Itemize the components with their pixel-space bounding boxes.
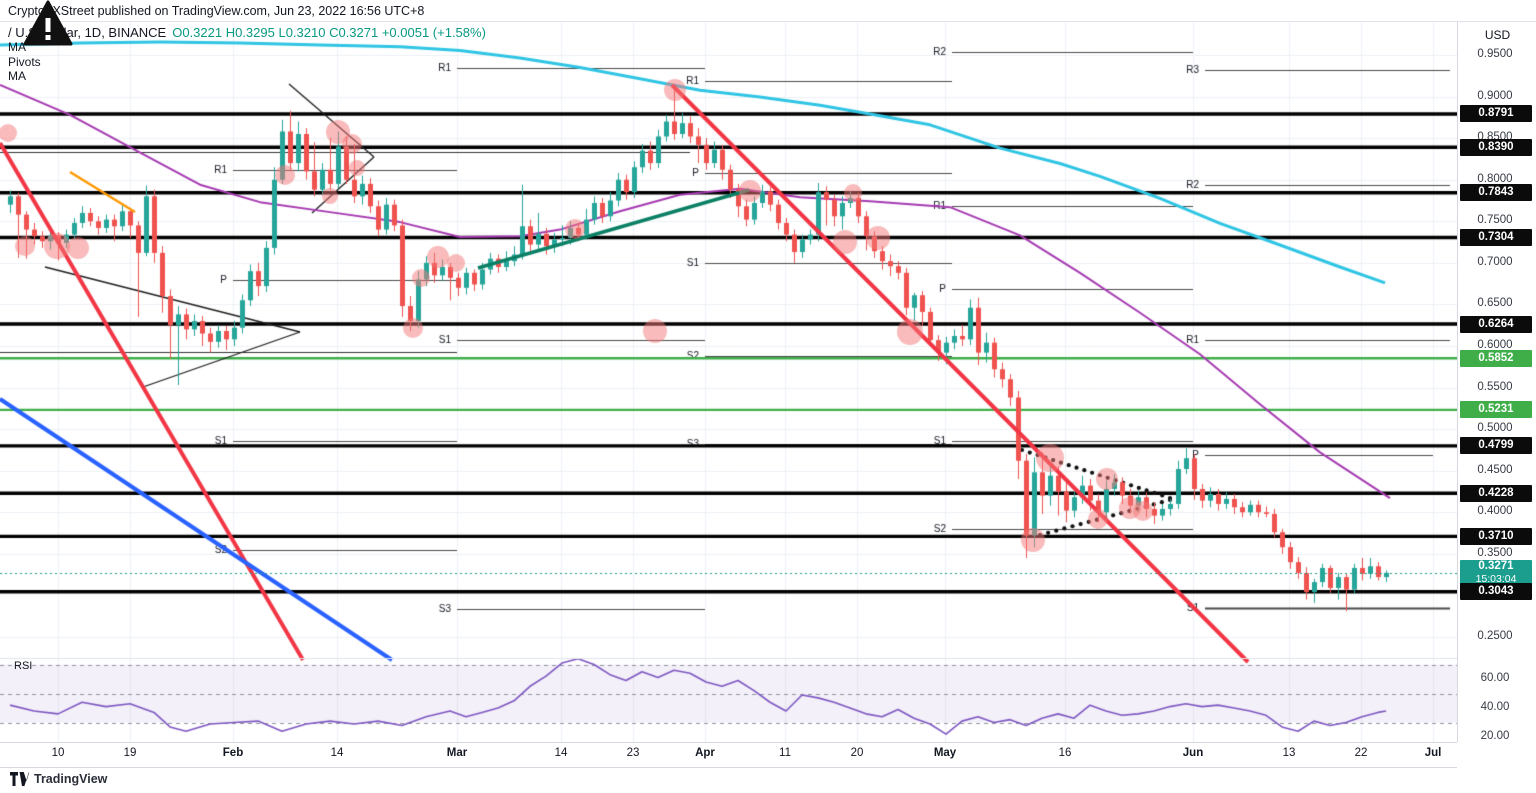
price-scale-unit: USD [1484, 28, 1511, 42]
time-axis-label: 10 [51, 747, 65, 759]
price-level-badge: 0.4799 [1460, 437, 1532, 455]
time-axis-label: Jun [1182, 747, 1204, 759]
indicator-ma-2[interactable]: MA [8, 69, 26, 83]
time-axis[interactable]: 10 19 Feb 14 Mar 14 23 Apr 11 20 May 16 Jun 13 22 Jul [0, 742, 1457, 768]
price-tick: 0.6500 [1477, 297, 1513, 310]
rsi-scale-tick: 60.00 [1480, 672, 1510, 685]
tradingview-logo[interactable]: TradingView [10, 770, 107, 788]
price-tick: 0.5500 [1477, 380, 1513, 393]
rsi-pane-label[interactable]: RSI [14, 660, 33, 672]
time-axis-label: Mar [446, 747, 468, 759]
time-axis-label: Jul [1424, 747, 1442, 759]
price-scale[interactable]: USD 0.9500 0.9000 0.8500 0.8000 0.7500 0.7000… [1457, 22, 1536, 742]
price-level-badge: 0.7843 [1460, 184, 1532, 202]
price-level-badge: 0.5231 [1460, 401, 1532, 419]
chart-legend: / U.S. Dollar, 1D, BINANCE O0.3221 H0.329… [8, 25, 486, 84]
time-axis-label: 19 [123, 747, 137, 759]
price-level-badge: 0.5852 [1460, 349, 1532, 367]
time-axis-label: 14 [330, 747, 344, 759]
attribution-text: CryptoFXStreet published on TradingView.… [8, 4, 425, 18]
time-axis-label: 11 [779, 747, 791, 759]
price-tick: 0.2500 [1477, 629, 1513, 642]
price-level-badge: 0.4228 [1460, 484, 1532, 502]
attribution-bar: CryptoFXStreet published on TradingView.… [0, 0, 1536, 22]
time-axis-label: Feb [222, 747, 244, 759]
price-tick: 0.9500 [1477, 48, 1513, 60]
time-axis-label: 22 [1354, 747, 1368, 759]
price-level-badge: 0.3710 [1460, 527, 1532, 545]
time-axis-label: 20 [850, 747, 864, 759]
ohlc-readout: O0.3221 H0.3295 L0.3210 C0.3271 +0.0051 … [172, 25, 486, 40]
time-axis-label: 13 [1282, 747, 1296, 759]
price-level-badge: 0.7304 [1460, 229, 1532, 247]
price-tick: 0.7500 [1477, 214, 1513, 227]
price-tick: 0.5000 [1477, 422, 1513, 435]
time-axis-label: Apr [695, 747, 715, 759]
price-tick: 0.9000 [1477, 89, 1513, 102]
current-price-badge: 0.3271 15:03:04 [1460, 559, 1532, 587]
price-tick: 0.4000 [1477, 505, 1513, 518]
price-level-badge: 0.8390 [1460, 138, 1532, 156]
price-level-badge: 0.6264 [1460, 315, 1532, 333]
price-tick: 0.7000 [1477, 255, 1513, 268]
tradingview-logo-icon [10, 772, 29, 786]
rsi-scale-tick: 20.00 [1480, 730, 1510, 743]
price-level-badge: 0.8791 [1460, 105, 1532, 123]
indicator-pivots[interactable]: Pivots [8, 54, 41, 69]
time-axis-label: 16 [1058, 747, 1072, 759]
tradingview-logo-text: TradingView [34, 772, 108, 786]
time-axis-label: May [933, 747, 957, 759]
price-level-badge: 0.3043 [1460, 583, 1532, 601]
time-axis-label: 14 [554, 747, 568, 759]
warning-triangle-icon [23, 0, 73, 53]
time-axis-label: 23 [626, 747, 640, 759]
price-tick: 0.3500 [1477, 546, 1513, 559]
symbol-row[interactable]: / U.S. Dollar, 1D, BINANCE O0.3221 H0.329… [8, 25, 486, 40]
price-tick: 0.8000 [1477, 172, 1513, 185]
rsi-scale-tick: 40.00 [1480, 701, 1510, 714]
price-tick: 0.4500 [1477, 463, 1513, 476]
price-tick: 0.6000 [1477, 338, 1513, 351]
indicator-ma-1[interactable]: MA [8, 40, 26, 54]
